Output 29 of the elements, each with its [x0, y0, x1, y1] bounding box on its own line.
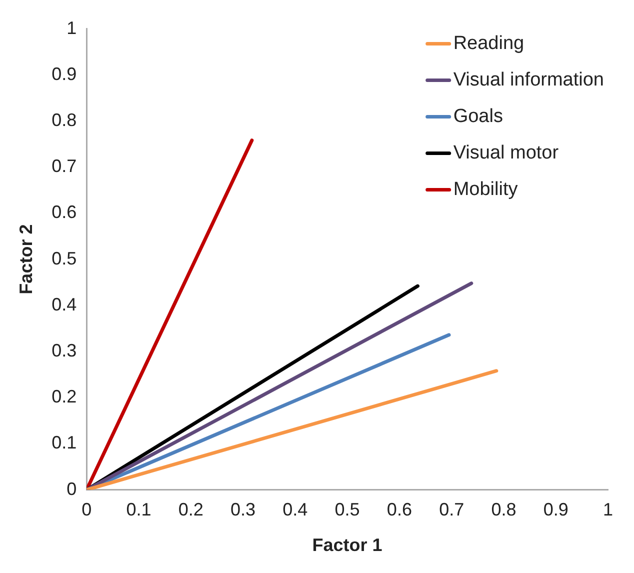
x-tick-label: 0.1 — [126, 500, 152, 520]
legend-label: Goals — [453, 106, 503, 128]
x-tick-label: 0.4 — [282, 500, 308, 520]
legend-label: Visual motor — [453, 142, 560, 164]
y-tick-label: 0.1 — [52, 432, 77, 453]
x-tick-label: 0.3 — [230, 500, 256, 520]
x-tick-label: 0.7 — [439, 500, 464, 520]
y-tick-label: 0.2 — [52, 386, 77, 407]
y-tick-label: 0.6 — [52, 202, 77, 222]
x-tick-label: 0.8 — [491, 500, 516, 520]
x-tick-label: 0.2 — [178, 500, 204, 520]
y-tick-label: 0.4 — [52, 294, 77, 314]
x-tick-label: 1 — [602, 500, 614, 520]
y-tick-label: 0 — [66, 478, 77, 499]
x-tick-label: 0.5 — [334, 500, 360, 520]
y-tick-label: 0.9 — [52, 64, 77, 84]
x-tick-label: 0.6 — [386, 500, 412, 520]
x-tick-label: 0.9 — [543, 500, 568, 520]
legend-label: Visual information — [453, 70, 604, 91]
y-axis-title: Factor 2 — [16, 224, 36, 294]
x-axis-title: Factor 1 — [312, 535, 382, 556]
legend-label: Mobility — [453, 179, 518, 200]
y-tick-label: 0.3 — [52, 340, 77, 360]
y-tick-label: 0.7 — [52, 156, 77, 176]
y-tick-label: 0.5 — [52, 248, 77, 268]
y-tick-label: 0.8 — [52, 110, 77, 130]
y-tick-label: 1 — [66, 18, 77, 38]
legend-label: Reading — [453, 33, 524, 54]
x-tick-label: 0 — [82, 500, 92, 520]
